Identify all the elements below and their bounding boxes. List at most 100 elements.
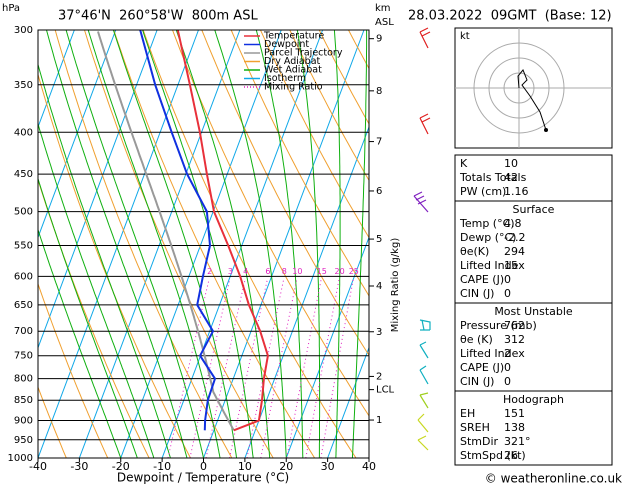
legend-label: Dewpoint (264, 39, 309, 50)
row-label: Lifted Index (460, 347, 525, 360)
x-tick-label: 40 (362, 460, 376, 473)
row-value: 4.8 (504, 217, 522, 230)
row-value: 0 (504, 361, 511, 374)
mixing-ratio-line (205, 279, 246, 458)
dry-adiabat (113, 30, 316, 458)
x-tick-label: 30 (321, 460, 335, 473)
x-tick-label: -20 (112, 460, 130, 473)
x-tick-label: -40 (29, 460, 47, 473)
row-label: CAPE (J) (460, 361, 504, 374)
y2-tick-label: 5 (376, 234, 382, 245)
row-label: Temp (°C) (459, 217, 515, 230)
y-tick-label: 900 (14, 416, 33, 427)
y2-tick-label: 1 (376, 415, 382, 426)
x-tick-label: 20 (279, 460, 293, 473)
mixing-ratio-tick-label: 10 (292, 267, 302, 276)
grid-line (327, 346, 369, 458)
hodograph-end (544, 128, 548, 132)
row-value: -2.2 (504, 231, 525, 244)
y-tick-label: 750 (14, 351, 33, 362)
row-label: Pressure (mb) (460, 319, 537, 332)
dry-adiabat (201, 30, 369, 357)
x-tick-label: -30 (70, 460, 88, 473)
hodograph: kt (454, 27, 613, 149)
row-label: CIN (J) (460, 287, 494, 300)
grid-line (78, 30, 241, 458)
y-tick-label: 600 (14, 271, 33, 282)
row-value: 138 (504, 421, 525, 434)
row-value: 42 (504, 171, 518, 184)
row-label: StmSpd (kt) (460, 449, 526, 462)
legend-label: Dry Adiabat (264, 56, 321, 67)
row-label: EH (460, 407, 475, 420)
row-value: 26 (504, 449, 518, 462)
row-value: 151 (504, 407, 525, 420)
y-tick-label: 500 (14, 207, 33, 218)
dry-adiabat (230, 30, 369, 297)
dry-adiabat (289, 30, 369, 182)
y2-tick-label: 3 (376, 327, 382, 338)
isotherm (38, 30, 117, 239)
dry-adiabat (172, 30, 369, 417)
y2-tick-label: LCL (376, 385, 395, 396)
legend-label: Isotherm (264, 73, 306, 84)
dry-adiabat (38, 282, 109, 458)
legend-label: Mixing Ratio (264, 82, 323, 93)
y-tick-label: 400 (14, 127, 33, 138)
y-tick-label: 850 (14, 395, 33, 406)
y-tick-label: 1000 (8, 453, 33, 464)
y2-tick-label: 4 (376, 281, 382, 292)
profile-line (139, 30, 217, 431)
y-tick-label: 550 (14, 240, 33, 251)
y-tick-label: 650 (14, 300, 33, 311)
y2-tick-label: 2 (376, 371, 382, 382)
isotherm (38, 30, 75, 129)
dry-adiabat (318, 30, 369, 125)
row-value: 312 (504, 333, 525, 346)
row-value: 0 (504, 273, 511, 286)
x-tick-label: 0 (200, 460, 207, 473)
row-label: CIN (J) (460, 375, 494, 388)
legend-label: Wet Adiabat (264, 65, 322, 76)
row-label: θe (K) (460, 333, 493, 346)
row-label: SREH (460, 421, 490, 434)
row-label: Lifted Index (460, 259, 525, 272)
grid-line (285, 235, 369, 458)
mixing-ratio-tick-label: 8 (282, 267, 287, 276)
mixing-ratio-label: Mixing Ratio (g/kg) (390, 238, 401, 333)
row-value: 2 (504, 347, 511, 360)
y-tick-label: 300 (14, 25, 33, 36)
row-label: PW (cm) (460, 185, 506, 198)
y2-axis-label: ASL (375, 17, 394, 28)
x-axis-label: Dewpoint / Temperature (°C) (117, 471, 289, 485)
y-tick-label: 950 (14, 435, 33, 446)
y-axis-label: hPa (2, 3, 20, 14)
hodograph-trace (517, 69, 547, 131)
y2-tick-label: 7 (376, 137, 382, 148)
mixing-ratio-tick-label: 4 (243, 267, 248, 276)
y2-axis-label: km (375, 3, 391, 14)
legend-label: Temperature (263, 31, 324, 42)
dry-adiabat (38, 72, 191, 458)
plot-area (38, 30, 369, 458)
chart-title: 37°46'N 260°58'W 800m ASL (58, 9, 258, 24)
row-value: 15 (504, 259, 518, 272)
y2-tick-label: 8 (376, 86, 382, 97)
profile-line (176, 30, 269, 432)
y-tick-label: 700 (14, 326, 33, 337)
x-tick-label: -10 (153, 460, 171, 473)
mixing-ratio-tick-label: 25 (349, 267, 359, 276)
mixing-ratio-tick-label: 6 (265, 267, 270, 276)
table-section (454, 154, 613, 202)
section-title: Hodograph (503, 393, 564, 406)
row-value: 294 (504, 245, 525, 258)
mixing-ratio-tick-label: 2 (207, 267, 212, 276)
dry-adiabat (84, 30, 274, 458)
row-label: K (460, 157, 468, 170)
row-value: 10 (504, 157, 518, 170)
row-label: Dewp (°C) (460, 231, 516, 244)
grid-line (161, 30, 324, 458)
row-value: 0 (504, 375, 511, 388)
dry-adiabat (260, 30, 369, 239)
